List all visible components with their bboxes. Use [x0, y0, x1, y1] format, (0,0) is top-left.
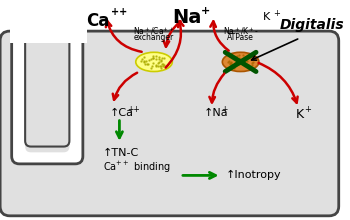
Text: +: +	[201, 6, 210, 16]
FancyBboxPatch shape	[25, 25, 69, 152]
Text: +: +	[273, 9, 280, 18]
Text: K: K	[263, 12, 270, 22]
Text: ++: ++	[111, 7, 127, 17]
Text: exchanger: exchanger	[134, 33, 174, 42]
Ellipse shape	[222, 52, 259, 72]
Text: Na$^+$/Ca$^{++}$: Na$^+$/Ca$^{++}$	[133, 25, 175, 37]
Text: ↑Inotropy: ↑Inotropy	[225, 170, 281, 180]
Ellipse shape	[136, 52, 172, 72]
Text: ATPase: ATPase	[227, 33, 254, 42]
Text: +: +	[304, 105, 311, 114]
Text: Na: Na	[172, 8, 202, 27]
Text: Na$^+$/K$^+$-: Na$^+$/K$^+$-	[223, 25, 259, 37]
Bar	[10, 4, 87, 43]
Text: +: +	[222, 105, 228, 114]
Text: ++: ++	[127, 105, 140, 114]
FancyBboxPatch shape	[12, 23, 83, 164]
Text: K: K	[295, 108, 303, 121]
Text: Ca: Ca	[86, 12, 110, 30]
Text: Digitalis: Digitalis	[280, 18, 344, 32]
FancyBboxPatch shape	[0, 31, 339, 216]
Text: Ca$^{++}$ binding: Ca$^{++}$ binding	[103, 160, 171, 175]
Text: ↑Ca: ↑Ca	[110, 108, 134, 118]
Text: ↑Na: ↑Na	[204, 108, 229, 118]
Text: ↑TN-C: ↑TN-C	[103, 148, 139, 158]
